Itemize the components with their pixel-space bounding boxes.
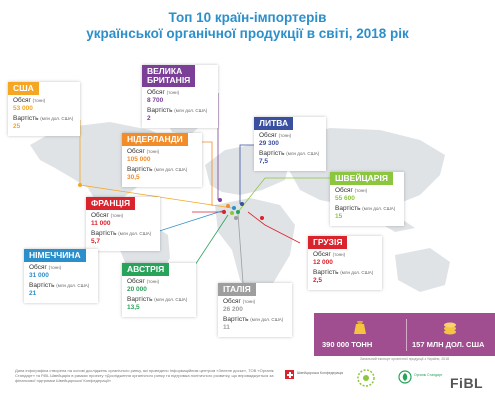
- value-label: Вартість (млн дол. США): [223, 316, 284, 323]
- value-value: 15: [335, 213, 343, 220]
- lithuania-marker: [240, 202, 244, 206]
- organic-standard-logo-text: Органік Стандарт: [414, 373, 443, 377]
- country-card-italy: ІТАЛІЯ Обсяг (тонн) 26 200 Вартість (млн…: [218, 283, 292, 337]
- value-label: Вартість (млн дол. США): [127, 296, 188, 303]
- value-value: 7,5: [259, 158, 269, 165]
- fibl-logo: FiBL: [450, 375, 484, 391]
- africa-shape: [215, 198, 295, 300]
- country-card-usa: США Обсяг (тонн) 53 000 Вартість (млн до…: [8, 82, 80, 136]
- volume-value: 8 700: [147, 97, 164, 104]
- usa-marker: [78, 183, 82, 187]
- footer-note: Дана інфографіка створена на основі досл…: [15, 368, 274, 383]
- volume-value: 11 000: [91, 220, 111, 227]
- value-value: 25: [13, 123, 21, 130]
- germany-marker: [232, 206, 236, 210]
- country-card-georgia: ГРУЗІЯ Обсяг (тонн) 12 000 Вартість (млн…: [308, 236, 382, 290]
- value-value: 5,7: [91, 238, 101, 245]
- totals-caption: Загальний експорт органічної продукції з…: [359, 357, 450, 361]
- value-label: Вартість (млн дол. США): [259, 150, 320, 157]
- value-label: Вартість (млн дол. США): [147, 107, 208, 114]
- austria-marker: [236, 210, 240, 214]
- value-label: Вартість (млн дол. США): [29, 282, 90, 289]
- volume-label: Обсяг (тонн): [127, 278, 160, 285]
- volume-label: Обсяг (тонн): [29, 264, 62, 271]
- country-card-austria: АВСТРІЯ Обсяг (тонн) 20 000 Вартість (мл…: [122, 263, 196, 317]
- country-name: АВСТРІЯ: [122, 263, 170, 276]
- volume-value: 12 000: [313, 259, 333, 266]
- volume-label: Обсяг (тонн): [223, 298, 256, 305]
- value-value: 21: [29, 290, 37, 297]
- value-label: Вартість (млн дол. США): [313, 269, 374, 276]
- coins-icon: [444, 322, 456, 335]
- volume-value: 31 000: [29, 272, 49, 279]
- value-label: Вартість (млн дол. США): [91, 230, 152, 237]
- volume-label: Обсяг (тонн): [91, 212, 124, 219]
- value-value: 30,5: [127, 174, 140, 181]
- value-label: Вартість (млн дол. США): [13, 115, 74, 122]
- volume-value: 105 000: [127, 156, 151, 163]
- infographic-title: Топ 10 країн-імпортерів української орга…: [0, 10, 495, 42]
- volume-value: 29 300: [259, 140, 279, 147]
- france-marker: [222, 210, 226, 214]
- value-value: 2: [147, 115, 151, 122]
- title-line-1: Топ 10 країн-імпортерів: [168, 10, 327, 25]
- country-name: ВЕЛИКА БРИТАНІЯ: [142, 65, 196, 87]
- volume-label: Обсяг (тонн): [127, 148, 160, 155]
- swiss-logo-text: Швейцарська Конфедерація: [297, 371, 344, 375]
- swiss-flag-icon: [285, 370, 294, 379]
- totals-banner: 390 000 ТОНН 157 МЛН ДОЛ. США: [314, 313, 495, 356]
- totals-divider: [406, 319, 407, 351]
- volume-label: Обсяг (тонн): [147, 89, 180, 96]
- volume-value: 53 000: [13, 105, 33, 112]
- grain-sack-icon: [354, 321, 366, 334]
- country-card-lithuania: ЛИТВА Обсяг (тонн) 29 300 Вартість (млн …: [254, 117, 326, 171]
- total-value: 157 МЛН ДОЛ. США: [412, 340, 485, 349]
- country-name: ФРАНЦІЯ: [86, 197, 136, 210]
- organic-standard-logo-icon: [398, 370, 412, 384]
- volume-value: 20 000: [127, 286, 147, 293]
- value-value: 11: [223, 324, 230, 331]
- volume-label: Обсяг (тонн): [259, 132, 292, 139]
- volume-label: Обсяг (тонн): [313, 251, 346, 258]
- green-dossier-logo-icon: [357, 369, 375, 387]
- country-name: ІТАЛІЯ: [218, 283, 256, 296]
- country-card-switzerland: ШВЕЙЦАРІЯ Обсяг (тонн) 55 600 Вартість (…: [330, 172, 404, 226]
- volume-value: 26 200: [223, 306, 243, 313]
- value-value: 2,5: [313, 277, 323, 284]
- georgia-marker: [260, 216, 264, 220]
- country-name: США: [8, 82, 39, 95]
- italy-marker: [234, 216, 238, 220]
- country-name: ШВЕЙЦАРІЯ: [330, 172, 393, 185]
- country-name: ГРУЗІЯ: [308, 236, 348, 249]
- country-card-france: ФРАНЦІЯ Обсяг (тонн) 11 000 Вартість (мл…: [86, 197, 160, 251]
- volume-label: Обсяг (тонн): [13, 97, 46, 104]
- country-card-netherlands: НІДЕРЛАНДИ Обсяг (тонн) 105 000 Вартість…: [122, 133, 202, 187]
- country-name: НІДЕРЛАНДИ: [122, 133, 188, 146]
- title-line-2: української органічної продукції в світі…: [86, 26, 409, 41]
- volume-label: Обсяг (тонн): [335, 187, 368, 194]
- country-card-great-britain: ВЕЛИКА БРИТАНІЯ Обсяг (тонн) 8 700 Варті…: [142, 65, 218, 128]
- value-label: Вартість (млн дол. США): [335, 205, 396, 212]
- total-volume: 390 000 ТОНН: [322, 340, 373, 349]
- australia-shape: [395, 248, 450, 292]
- country-markers: [78, 183, 264, 220]
- value-label: Вартість (млн дол. США): [127, 166, 188, 173]
- switzerland-marker: [230, 211, 234, 215]
- country-name: НІМЕЧЧИНА: [24, 249, 86, 262]
- value-value: 13,5: [127, 304, 140, 311]
- netherlands-marker: [226, 204, 230, 208]
- uk-marker: [218, 198, 222, 202]
- country-card-germany: НІМЕЧЧИНА Обсяг (тонн) 31 000 Вартість (…: [24, 249, 98, 303]
- volume-value: 55 600: [335, 195, 355, 202]
- country-name: ЛИТВА: [254, 117, 294, 130]
